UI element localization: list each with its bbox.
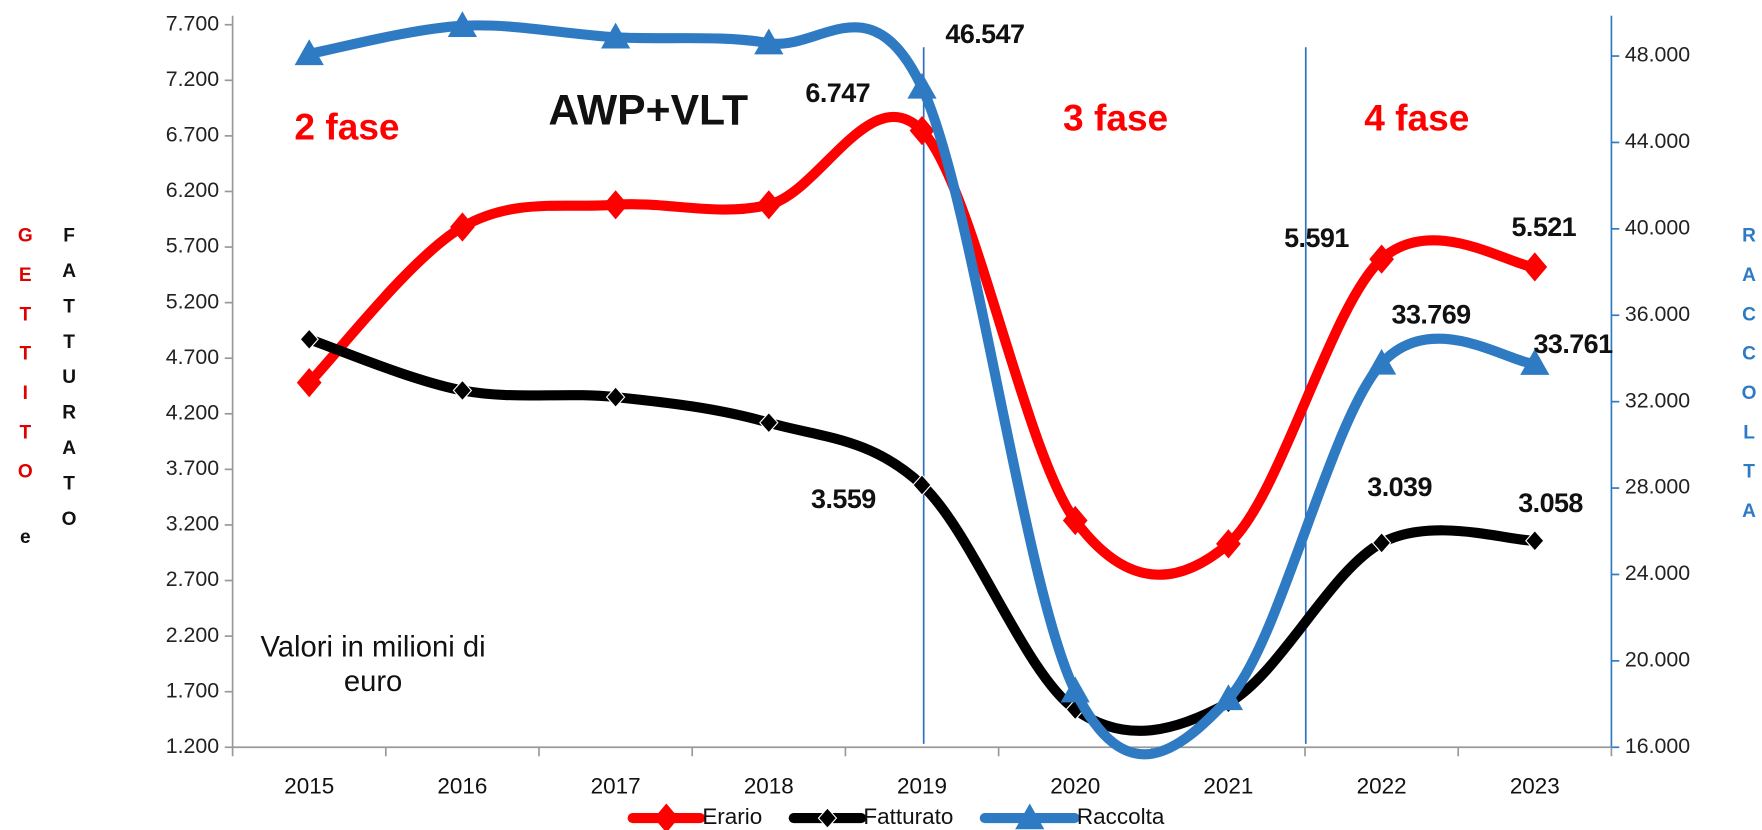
- y2-tick-label: 24.000: [1625, 561, 1690, 585]
- legend-label: Erario: [702, 804, 762, 829]
- data-label: 33.761: [1533, 329, 1613, 359]
- point-marker: [1367, 348, 1397, 375]
- legend-label: Raccolta: [1077, 804, 1165, 829]
- point-marker: [1525, 529, 1545, 552]
- y2-tick-label: 36.000: [1625, 302, 1690, 326]
- y-axis-label: e: [14, 525, 36, 548]
- data-label: 3.039: [1367, 472, 1432, 502]
- y-tick-label: 6.200: [166, 178, 220, 202]
- y-tick-label: 4.200: [166, 400, 220, 424]
- y-tick-label: 4.700: [166, 345, 220, 369]
- x-tick-label: 2015: [284, 774, 334, 799]
- y-axis-label: GETTITO: [14, 224, 36, 501]
- point-marker: [601, 22, 631, 49]
- y-tick-label: 5.700: [166, 234, 220, 258]
- point-marker: [452, 379, 473, 402]
- legend-label: Fatturato: [863, 804, 953, 829]
- annotation: Valori in milioni di euro: [260, 629, 486, 698]
- point-marker: [603, 190, 628, 220]
- data-label: 46.547: [945, 19, 1024, 49]
- data-label: 5.521: [1511, 212, 1576, 242]
- x-tick-label: 2023: [1510, 774, 1560, 799]
- x-tick-label: 2017: [591, 774, 641, 799]
- point-marker: [754, 28, 784, 55]
- point-marker: [1371, 531, 1392, 554]
- x-tick-label: 2020: [1050, 774, 1100, 799]
- point-marker: [909, 116, 935, 146]
- data-label: 5.591: [1284, 223, 1349, 253]
- y-tick-label: 7.200: [166, 67, 220, 91]
- point-marker: [447, 11, 478, 38]
- y-tick-label: 1.200: [166, 734, 220, 758]
- y2-tick-label: 20.000: [1625, 648, 1690, 672]
- x-tick-label: 2022: [1357, 774, 1407, 799]
- data-label: 3.559: [811, 484, 876, 514]
- y-tick-label: 3.700: [166, 456, 220, 480]
- legend-item: Raccolta: [979, 803, 1165, 830]
- point-marker: [759, 411, 779, 434]
- annotation: 4 fase: [1364, 96, 1470, 139]
- x-tick-label: 2021: [1203, 774, 1253, 799]
- annotation: AWP+VLT: [548, 87, 749, 135]
- series: [296, 111, 1548, 580]
- x-tick-label: 2016: [437, 774, 487, 799]
- y-tick-label: 1.700: [166, 678, 220, 702]
- point-marker: [907, 72, 937, 99]
- data-label: 3.058: [1518, 488, 1583, 518]
- y2-tick-label: 40.000: [1625, 215, 1690, 239]
- y-tick-label: 2.700: [166, 567, 220, 591]
- data-label: 6.747: [805, 78, 870, 108]
- y2-tick-label: 16.000: [1625, 734, 1690, 758]
- point-marker: [294, 39, 324, 66]
- point-marker: [1520, 349, 1550, 375]
- legend-marker: [654, 803, 679, 830]
- data-label: 33.769: [1392, 299, 1471, 329]
- annotation: 2 fase: [294, 105, 400, 148]
- series-line: [304, 20, 1540, 760]
- y2-tick-label: 48.000: [1625, 43, 1690, 67]
- y2-tick-label: 28.000: [1625, 475, 1690, 499]
- y-tick-label: 6.700: [166, 123, 220, 147]
- annotation: 3 fase: [1063, 96, 1169, 139]
- series-line: [304, 334, 1540, 736]
- y-tick-label: 7.700: [166, 11, 220, 35]
- y-tick-label: 5.200: [166, 289, 220, 313]
- point-marker: [756, 190, 782, 220]
- y2-tick-label: 44.000: [1625, 129, 1690, 153]
- y-tick-label: 3.200: [166, 512, 220, 536]
- x-tick-label: 2019: [897, 774, 947, 799]
- legend-marker: [817, 807, 838, 830]
- y-axis-label: FATTURATO: [58, 224, 80, 544]
- point-marker: [1060, 676, 1090, 703]
- x-tick-label: 2018: [744, 774, 794, 799]
- y2-tick-label: 32.000: [1625, 388, 1690, 412]
- point-marker: [299, 328, 319, 351]
- legend-item: Erario: [627, 803, 762, 830]
- y-tick-label: 2.200: [166, 623, 220, 647]
- point-marker: [450, 212, 475, 242]
- point-marker: [1522, 252, 1548, 282]
- point-marker: [1213, 684, 1244, 711]
- legend-item: Fatturato: [788, 804, 953, 830]
- point-marker: [912, 474, 932, 497]
- point-marker: [605, 386, 626, 409]
- legend-marker: [1015, 803, 1045, 830]
- series-line: [304, 111, 1540, 580]
- y2-axis-label: RACCOLTA: [1738, 224, 1760, 540]
- series: [294, 11, 1550, 760]
